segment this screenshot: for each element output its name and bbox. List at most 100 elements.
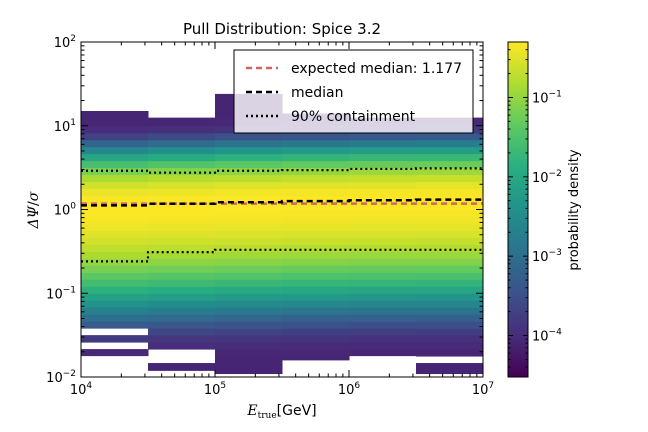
heatmap-cell <box>349 300 417 308</box>
colorbar-tick-label: 10−4 <box>532 328 562 345</box>
heatmap-cell <box>282 265 350 273</box>
heatmap-cell <box>282 174 350 183</box>
heatmap-cell <box>215 349 283 357</box>
heatmap-cell <box>148 230 216 238</box>
heatmap-cell <box>148 314 216 322</box>
heatmap-cell <box>349 314 417 322</box>
heatmap-cell <box>81 314 149 322</box>
heatmap-cell <box>282 188 350 197</box>
heatmap-cell <box>282 251 350 259</box>
heatmap-cell <box>81 181 149 190</box>
x-axis-label-sub: true <box>258 411 277 421</box>
heatmap-cell <box>215 300 283 308</box>
heatmap-cell <box>416 153 483 162</box>
heatmap-cell <box>416 314 483 322</box>
heatmap-cell <box>81 293 149 301</box>
heatmap-cell <box>282 328 350 336</box>
containment-upper-line <box>81 167 483 174</box>
heatmap-cell <box>416 293 483 301</box>
heatmap-cell <box>416 139 483 148</box>
chart-title: Pull Distribution: Spice 3.2 <box>183 20 381 38</box>
heatmap-cell <box>282 349 350 357</box>
heatmap-cell <box>349 244 417 252</box>
axis-ticks: 104 105 106 107 10−2 10−1 100 101 102 <box>46 34 494 398</box>
heatmap-cell <box>282 237 350 245</box>
heatmap-cell <box>416 349 483 357</box>
heatmap-cell <box>148 237 216 245</box>
heatmap-cell <box>282 195 350 204</box>
heatmap-cell <box>349 139 417 148</box>
heatmap-cell <box>215 279 283 287</box>
heatmap-cell <box>81 265 149 273</box>
heatmap-cell <box>282 160 350 169</box>
heatmap-cell <box>215 321 283 329</box>
heatmap-cell <box>148 174 216 183</box>
heatmap-cell <box>282 321 350 329</box>
heatmap-cell <box>215 293 283 301</box>
heatmap-cell <box>349 160 417 169</box>
heatmap-cell <box>282 244 350 252</box>
heatmap-cell <box>215 251 283 259</box>
heatmap-cell <box>215 356 283 364</box>
heatmap-cell <box>349 307 417 315</box>
heatmap-cell <box>282 139 350 148</box>
legend-label-containment: 90% containment <box>291 109 416 125</box>
heatmap-cell <box>148 258 216 266</box>
heatmap-cell <box>416 146 483 155</box>
heatmap-cell <box>81 174 149 183</box>
x-tick-label: 105 <box>204 381 226 398</box>
heatmap-cell <box>349 279 417 287</box>
colorbar-tick-label: 10−1 <box>532 89 562 106</box>
heatmap-cell <box>148 272 216 280</box>
heatmap-cell <box>148 335 216 343</box>
heatmap-cell <box>416 321 483 329</box>
heatmap-cell <box>215 328 283 336</box>
heatmap-cell <box>282 293 350 301</box>
heatmap-cell <box>349 153 417 162</box>
heatmap-cell <box>416 160 483 169</box>
heatmap-cell <box>416 272 483 280</box>
heatmap-cell <box>349 216 417 224</box>
heatmap-cell <box>416 335 483 343</box>
median-line <box>81 198 483 207</box>
heatmap-cell <box>416 328 483 336</box>
heatmap-cell <box>81 321 149 329</box>
heatmap-cell <box>81 244 149 252</box>
heatmap-cell <box>81 251 149 259</box>
x-tick-label: 106 <box>338 381 361 398</box>
heatmap-cell <box>148 321 216 329</box>
heatmap-cell <box>416 279 483 287</box>
heatmap-cell <box>148 209 216 217</box>
heatmap-cell <box>349 328 417 336</box>
heatmap-cell <box>148 202 216 210</box>
heatmap-cell <box>81 195 149 204</box>
heatmap-cell <box>148 300 216 308</box>
heatmap-cell <box>148 181 216 190</box>
heatmap-cell <box>416 237 483 245</box>
x-axis-label: Etrue[GeV] <box>246 403 316 421</box>
heatmap-cell <box>282 223 350 231</box>
heatmap-cell <box>349 230 417 238</box>
heatmap-cell <box>215 181 283 190</box>
heatmap-cell <box>81 258 149 266</box>
heatmap-cell <box>416 202 483 210</box>
heatmap-cell <box>81 132 149 141</box>
heatmap-cell <box>416 370 483 375</box>
y-tick-label: 100 <box>54 202 77 219</box>
heatmap-cell <box>349 342 417 350</box>
heatmap-cell <box>81 139 149 148</box>
heatmap-cell <box>215 342 283 350</box>
heatmap-cell <box>148 146 216 155</box>
heatmap-cell <box>282 146 350 155</box>
heatmap-cell <box>349 195 417 204</box>
heatmap-cell <box>349 132 417 141</box>
heatmap-cell <box>282 202 350 210</box>
heatmap-cell <box>81 335 149 343</box>
heatmap-cell <box>148 216 216 224</box>
legend-label-median: median <box>291 85 343 101</box>
heatmap-cell <box>148 307 216 315</box>
heatmap-cell <box>349 202 417 210</box>
x-tick-label: 104 <box>70 381 93 398</box>
heatmap-cell <box>81 167 149 176</box>
colorbar-tick-label: 10−2 <box>532 169 562 186</box>
